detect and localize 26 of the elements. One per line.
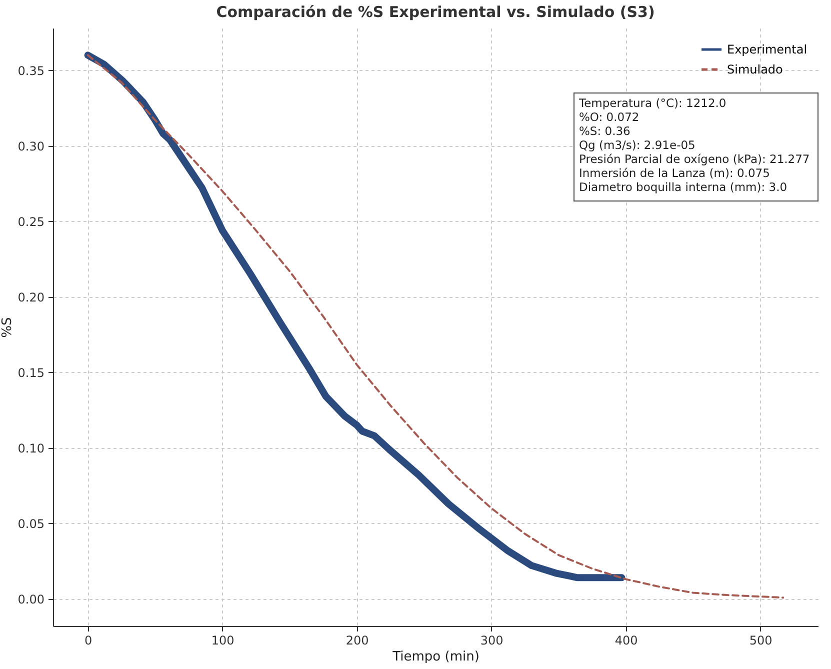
annotation: Qg (m3/s): 2.91e-05 bbox=[579, 138, 696, 152]
annotation: Inmersión de la Lanza (m): 0.075 bbox=[579, 166, 770, 180]
x-tick-label: 400 bbox=[614, 634, 638, 648]
x-tick-label: 300 bbox=[480, 634, 504, 648]
annotation: %S: 0.36 bbox=[579, 124, 630, 138]
y-tick-label: 0.15 bbox=[18, 366, 44, 380]
y-tick-label: 0.00 bbox=[18, 592, 44, 606]
x-axis-title: Tiempo (min) bbox=[392, 650, 480, 664]
y-tick-label: 0.30 bbox=[18, 139, 44, 154]
y-tick-label: 0.05 bbox=[18, 516, 44, 531]
chart-title: Comparación de %S Experimental vs. Simulado (S3) bbox=[216, 3, 655, 21]
annotation: %O: 0.072 bbox=[579, 110, 640, 124]
legend-label: Experimental bbox=[727, 42, 808, 56]
y-tick-label: 0.25 bbox=[18, 214, 44, 229]
x-tick-label: 0 bbox=[84, 634, 92, 648]
annotation: Diametro boquilla interna (mm): 3.0 bbox=[579, 180, 788, 194]
x-tick-label: 500 bbox=[749, 634, 772, 648]
annotation: Temperatura (°C): 1212.0 bbox=[578, 96, 726, 110]
y-axis-title: %S bbox=[0, 317, 15, 338]
x-tick-label: 100 bbox=[211, 634, 234, 648]
legend-label: Simulado bbox=[727, 62, 783, 76]
y-tick-label: 0.35 bbox=[18, 64, 44, 78]
annotation: Presión Parcial de oxígeno (kPa): 21.277 bbox=[579, 152, 810, 166]
x-tick-label: 200 bbox=[346, 634, 369, 648]
y-tick-label: 0.20 bbox=[18, 290, 44, 304]
y-tick-label: 0.10 bbox=[18, 441, 44, 456]
